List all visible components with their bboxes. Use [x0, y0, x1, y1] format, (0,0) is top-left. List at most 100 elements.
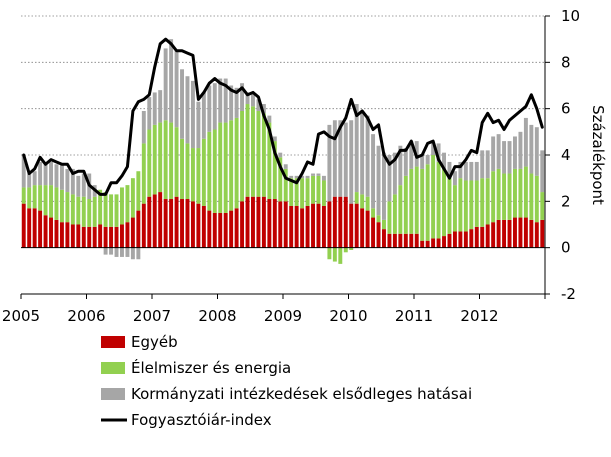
bar-series1-48: [283, 168, 288, 202]
bar-series1-53: [311, 175, 315, 204]
bar-series0-94: [534, 222, 539, 248]
bar-series0-87: [496, 219, 501, 248]
bar-series2-41: [245, 92, 250, 105]
bar-series0-0: [21, 203, 26, 248]
bar-series0-28: [174, 196, 179, 248]
bar-series1-29: [180, 138, 184, 200]
bar-series0-71: [409, 233, 414, 248]
bar-series2-83: [474, 161, 479, 181]
bar-series0-39: [234, 208, 239, 248]
bar-series2-69: [398, 145, 403, 186]
bar-series1-38: [229, 120, 234, 211]
bar-series0-91: [518, 217, 523, 248]
bar-series0-10: [76, 224, 81, 248]
bar-series1-80: [458, 178, 463, 232]
bar-series1-82: [469, 180, 474, 230]
y-tick-label--2: -2: [561, 285, 576, 303]
x-tick-label-2005: 2005: [2, 307, 40, 325]
bar-series1-22: [141, 143, 146, 204]
bar-series0-47: [278, 201, 283, 248]
bar-series2-57: [332, 120, 337, 197]
bar-series0-86: [491, 222, 496, 248]
bar-series2-5: [49, 161, 53, 186]
bar-series2-31: [190, 80, 195, 149]
bar-series0-43: [256, 196, 261, 248]
bar-series1-43: [256, 110, 261, 197]
legend: Egyéb Élelmiszer és energia Kormányzati in…: [101, 333, 472, 429]
y-tick-label-2: 2: [561, 192, 571, 210]
bar-series2-32: [196, 101, 201, 149]
bar-series0-45: [267, 199, 272, 248]
bar-series1-71: [409, 168, 414, 234]
bar-series0-37: [223, 212, 228, 248]
bar-series0-34: [207, 210, 212, 248]
bar-series1-25: [158, 122, 163, 193]
legend-label-3: Fogyasztóiár-index: [131, 411, 272, 429]
bar-series0-84: [480, 226, 485, 248]
bar-series0-63: [365, 210, 370, 248]
bar-series1-76: [436, 161, 441, 239]
bar-series0-46: [272, 199, 277, 248]
bar-series1-11: [81, 196, 86, 227]
bar-series2-3: [38, 161, 43, 186]
line-fogyasztoiar-index: [22, 37, 544, 196]
bar-series1-7: [59, 189, 64, 223]
bar-series0-68: [392, 233, 397, 248]
bar-series1-62: [360, 194, 365, 209]
bar-series1-77: [442, 168, 446, 237]
bar-series1-32: [196, 148, 201, 204]
bar-series0-56: [327, 201, 332, 248]
bar-series2-77: [442, 152, 446, 169]
bar-series1-63: [365, 196, 370, 211]
y-tick-label-4: 4: [561, 146, 571, 164]
bar-series1-47: [278, 157, 283, 202]
bar-series0-36: [218, 212, 223, 248]
bar-series2-30: [185, 76, 190, 144]
bar-series2-40: [240, 83, 245, 111]
bar-series1-3: [38, 185, 43, 211]
bar-series2-9: [70, 168, 75, 195]
legend-label-1: Élelmiszer és energia: [131, 358, 291, 377]
bar-series0-40: [240, 201, 245, 248]
bar-series2-0: [21, 155, 26, 188]
x-tick-label-2011: 2011: [395, 307, 433, 325]
bar-series0-8: [65, 222, 70, 248]
bars-layer: [21, 39, 545, 264]
bar-series2-10: [76, 175, 81, 197]
bar-series0-49: [289, 205, 294, 248]
bar-series2-71: [409, 141, 414, 169]
bar-series2-44: [261, 104, 266, 114]
bar-series0-53: [311, 203, 315, 248]
axes-layer: -2 0 2 4 6 8 10 2005 2006 2007 2008 2009 2010 2011 201…: [2, 7, 580, 325]
bar-series1-74: [425, 164, 430, 241]
legend-label-0: Egyéb: [131, 333, 178, 351]
bar-series2-18: [120, 247, 124, 257]
bar-series2-95: [540, 150, 545, 193]
bar-series1-42: [251, 106, 255, 197]
bar-series1-9: [70, 194, 75, 225]
bar-series1-90: [513, 168, 517, 218]
y-tick-label-0: 0: [561, 239, 571, 257]
bar-series0-70: [403, 233, 408, 248]
y-tick-label-10: 10: [561, 7, 580, 25]
bar-series0-79: [452, 231, 457, 248]
bar-series0-2: [32, 208, 37, 248]
legend-swatch-0: [101, 336, 125, 348]
bar-series1-16: [109, 194, 114, 227]
bar-series2-81: [463, 161, 468, 181]
bar-series0-26: [163, 199, 168, 248]
bar-series2-43: [256, 99, 261, 111]
bar-series0-77: [442, 236, 446, 248]
bar-series0-60: [349, 203, 354, 248]
bar-series1-50: [294, 178, 299, 206]
bar-series0-33: [201, 205, 206, 248]
bar-series1-28: [174, 127, 179, 197]
bar-series0-57: [332, 196, 337, 248]
bar-series1-35: [212, 129, 217, 213]
bar-series2-76: [436, 143, 441, 162]
bar-series0-76: [436, 238, 441, 248]
bar-series2-58: [338, 120, 343, 197]
bar-series1-93: [529, 173, 534, 220]
bar-series2-8: [65, 168, 70, 193]
